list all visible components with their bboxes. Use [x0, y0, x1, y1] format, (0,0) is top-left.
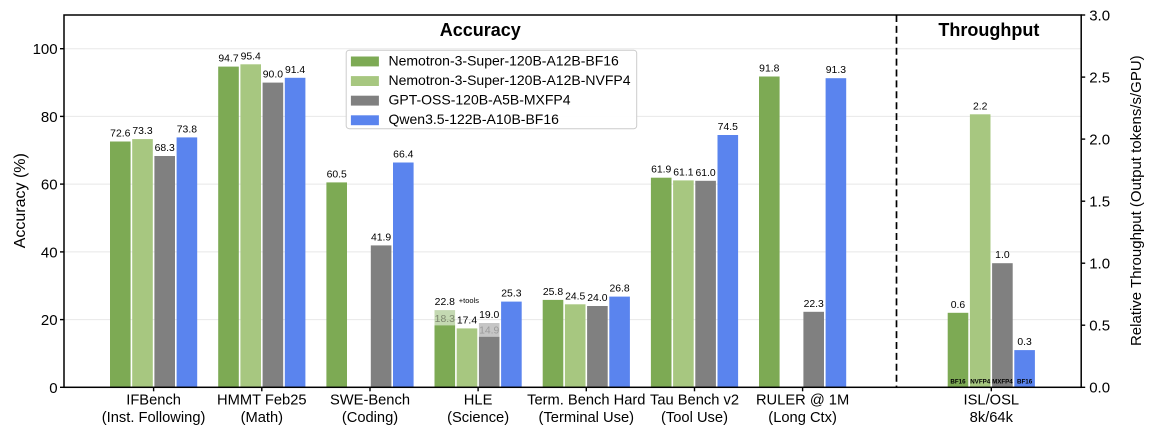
svg-text:2.0: 2.0 [1089, 131, 1110, 148]
svg-text:Nemotron-3-Super-120B-A12B-BF1: Nemotron-3-Super-120B-A12B-BF16 [389, 52, 620, 68]
svg-text:3.0: 3.0 [1089, 7, 1110, 24]
svg-text:8k/64k: 8k/64k [970, 410, 1014, 426]
svg-text:+tools: +tools [459, 296, 479, 305]
svg-text:68.3: 68.3 [155, 143, 175, 154]
svg-text:HMMT Feb25: HMMT Feb25 [217, 393, 307, 409]
svg-text:1.0: 1.0 [995, 250, 1010, 261]
svg-text:0.6: 0.6 [951, 300, 966, 311]
svg-text:RULER @ 1M: RULER @ 1M [756, 393, 849, 409]
svg-text:66.4: 66.4 [393, 150, 413, 161]
svg-text:(Terminal Use): (Terminal Use) [539, 410, 634, 426]
svg-text:Accuracy (%): Accuracy (%) [12, 153, 29, 248]
svg-text:1.5: 1.5 [1089, 194, 1110, 211]
svg-text:HLE: HLE [464, 393, 493, 409]
svg-text:80: 80 [41, 109, 58, 126]
svg-text:BF16: BF16 [1017, 378, 1033, 385]
svg-text:0.3: 0.3 [1017, 337, 1032, 348]
svg-text:(Inst. Following): (Inst. Following) [102, 410, 206, 426]
svg-text:94.7: 94.7 [218, 54, 238, 65]
svg-text:Accuracy: Accuracy [440, 20, 521, 40]
svg-text:25.8: 25.8 [543, 287, 563, 298]
svg-text:60: 60 [41, 177, 58, 194]
svg-text:100: 100 [33, 41, 58, 58]
svg-text:74.5: 74.5 [718, 122, 738, 133]
svg-text:61.1: 61.1 [673, 167, 693, 178]
svg-text:18.3: 18.3 [435, 314, 455, 325]
svg-text:14.9: 14.9 [479, 326, 499, 337]
svg-text:41.9: 41.9 [371, 232, 391, 243]
svg-text:(Math): (Math) [241, 410, 283, 426]
svg-text:(Science): (Science) [447, 410, 509, 426]
svg-text:24.0: 24.0 [587, 293, 607, 304]
svg-text:NVFP4: NVFP4 [970, 378, 991, 385]
svg-text:24.5: 24.5 [565, 291, 585, 302]
svg-text:20: 20 [41, 312, 58, 329]
svg-text:90.0: 90.0 [263, 70, 283, 81]
svg-text:(Long Ctx): (Long Ctx) [768, 410, 837, 426]
svg-text:91.3: 91.3 [826, 65, 846, 76]
svg-text:Term. Bench Hard: Term. Bench Hard [527, 393, 645, 409]
svg-text:Relative Throughput (Output to: Relative Throughput (Output tokens/s/GPU… [1128, 55, 1145, 346]
svg-text:0.0: 0.0 [1089, 380, 1110, 397]
svg-text:Qwen3.5-122B-A10B-BF16: Qwen3.5-122B-A10B-BF16 [389, 111, 560, 127]
svg-text:60.5: 60.5 [327, 169, 347, 180]
svg-text:22.3: 22.3 [804, 299, 824, 310]
svg-text:73.3: 73.3 [132, 126, 152, 137]
svg-text:IFBench: IFBench [126, 393, 181, 409]
svg-text:91.4: 91.4 [285, 65, 305, 76]
svg-text:0: 0 [49, 380, 57, 397]
svg-text:2.5: 2.5 [1089, 69, 1110, 86]
svg-text:73.8: 73.8 [177, 124, 197, 135]
svg-text:(Coding): (Coding) [342, 410, 398, 426]
svg-text:MXFP4: MXFP4 [992, 378, 1013, 385]
svg-text:ISL/OSL: ISL/OSL [964, 393, 1020, 409]
svg-text:GPT-OSS-120B-A5B-MXFP4: GPT-OSS-120B-A5B-MXFP4 [389, 92, 571, 108]
svg-text:26.8: 26.8 [609, 284, 629, 295]
svg-text:BF16: BF16 [950, 378, 966, 385]
svg-text:95.4: 95.4 [241, 51, 261, 62]
svg-text:25.3: 25.3 [501, 289, 521, 300]
svg-text:61.0: 61.0 [695, 168, 715, 179]
svg-text:0.5: 0.5 [1089, 318, 1110, 335]
svg-text:(Tool Use): (Tool Use) [661, 410, 728, 426]
svg-text:Nemotron-3-Super-120B-A12B-NVF: Nemotron-3-Super-120B-A12B-NVFP4 [389, 72, 631, 88]
svg-text:40: 40 [41, 244, 58, 261]
svg-text:SWE-Bench: SWE-Bench [330, 393, 410, 409]
svg-text:1.0: 1.0 [1089, 256, 1110, 273]
svg-text:22.8: 22.8 [435, 297, 455, 308]
svg-text:61.9: 61.9 [651, 165, 671, 176]
svg-text:17.4: 17.4 [457, 315, 477, 326]
svg-text:72.6: 72.6 [110, 129, 130, 140]
svg-text:Tau Bench v2: Tau Bench v2 [650, 393, 739, 409]
svg-text:19.0: 19.0 [479, 310, 499, 321]
svg-text:91.8: 91.8 [759, 64, 779, 75]
svg-text:2.2: 2.2 [973, 101, 988, 112]
svg-text:Throughput: Throughput [938, 20, 1039, 40]
